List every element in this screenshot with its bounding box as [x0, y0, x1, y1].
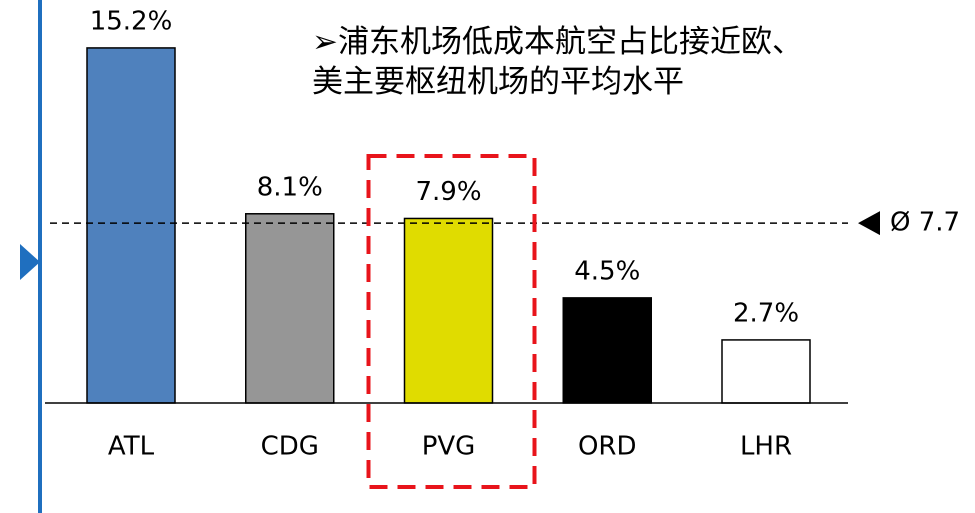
- average-marker: [858, 211, 880, 236]
- average-label: Ø 7.7: [890, 208, 960, 238]
- annotation: ➢浦东机场低成本航空占比接近欧、: [312, 24, 803, 60]
- bar: [403, 217, 494, 404]
- value-label: 7.9%: [415, 177, 481, 207]
- x-tick-label: ORD: [578, 432, 637, 462]
- x-tick-label: LHR: [740, 432, 792, 462]
- bar: [86, 47, 176, 404]
- highlight-box: [366, 154, 537, 489]
- x-tick-label: CDG: [261, 432, 319, 462]
- value-label: 8.1%: [257, 172, 323, 202]
- bar: [245, 213, 335, 404]
- value-label: 2.7%: [733, 298, 799, 328]
- side-marker: [20, 244, 40, 280]
- x-tick-label: ATL: [108, 432, 155, 462]
- value-label: 15.2%: [90, 6, 173, 36]
- annotation: 美主要枢纽机场的平均水平: [312, 64, 684, 100]
- value-label: 4.5%: [574, 256, 640, 286]
- bar: [562, 297, 652, 404]
- x-tick-label: PVG: [422, 432, 476, 462]
- bar: [721, 339, 811, 404]
